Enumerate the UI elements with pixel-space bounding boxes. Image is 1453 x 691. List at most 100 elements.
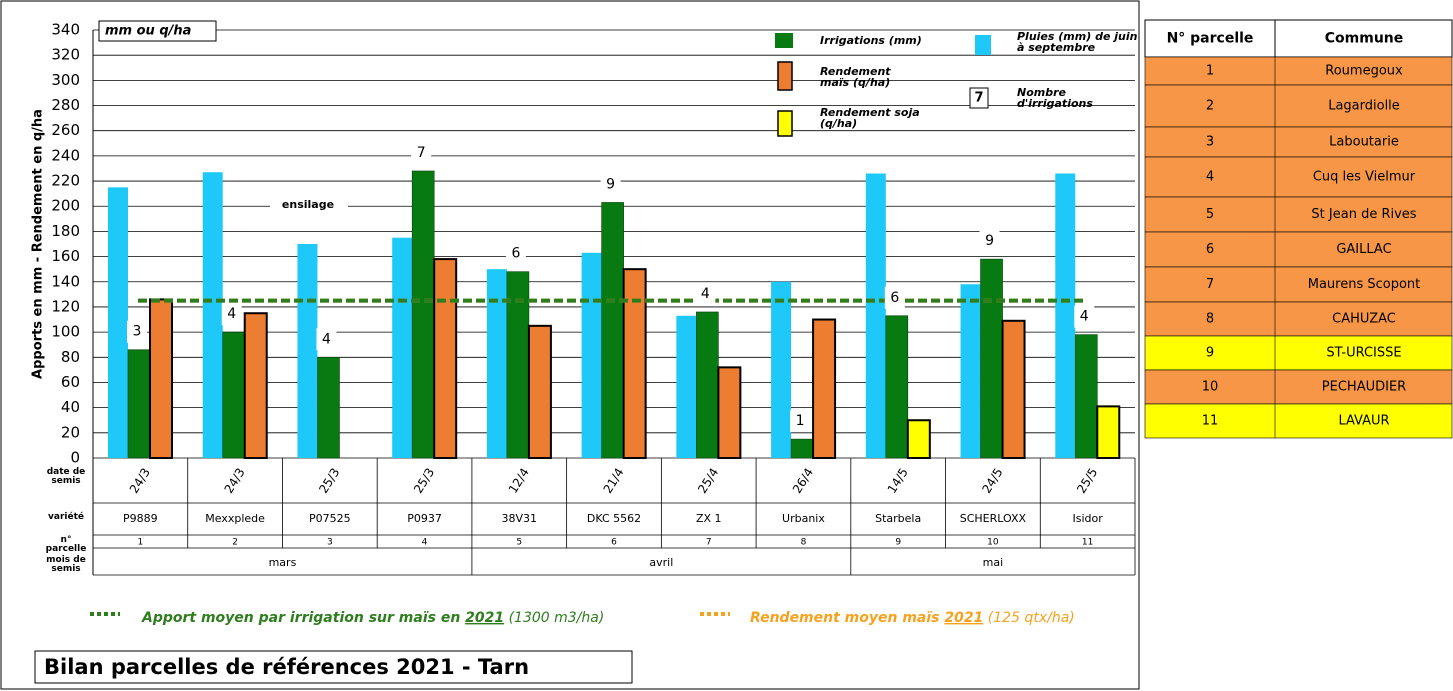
count-label-bg: [505, 242, 526, 265]
table-cell: 10: [1202, 380, 1219, 395]
reference-label-part: (125 qtx/ha): [983, 610, 1074, 626]
legend-label: Irrigations (mm): [820, 34, 922, 47]
count-label: 3: [133, 324, 142, 340]
parcelle-number: 4: [422, 538, 428, 548]
table-cell: CAHUZAC: [1332, 312, 1396, 327]
bar: [696, 311, 719, 459]
legend-swatch: [975, 35, 991, 55]
unit-note: mm ou q/ha: [105, 24, 191, 39]
bar: [622, 268, 647, 460]
table-cell: 5: [1206, 207, 1214, 222]
table-row-bg: [1144, 335, 1453, 371]
y-tick-label: 180: [51, 222, 80, 240]
row-label: date de semis: [46, 467, 86, 486]
x-tick-label: ZX 1: [696, 512, 722, 525]
annotation: ensilage: [282, 198, 334, 211]
legend-swatch: [777, 61, 793, 91]
table-cell: 4: [1206, 170, 1214, 185]
table-row-bg: [1144, 126, 1453, 158]
bar: [676, 315, 697, 458]
table-cell: ST-URCISSE: [1326, 346, 1401, 361]
table-row-bg: [1144, 369, 1453, 405]
count-label: 9: [985, 233, 994, 249]
table-cell: GAILLAC: [1336, 242, 1391, 257]
table-row-bg: [1144, 266, 1453, 303]
y-tick-label: 340: [51, 21, 80, 39]
table-header: N° parcelle: [1167, 31, 1254, 47]
bar: [1001, 319, 1026, 459]
table-row-bg: [1144, 196, 1453, 233]
table-row-bg: [1144, 301, 1453, 337]
table-cell: 6: [1206, 242, 1214, 257]
x-tick-label: P0937: [407, 512, 442, 525]
bar: [717, 366, 742, 460]
bar: [392, 237, 413, 458]
y-tick-label: 40: [61, 398, 80, 416]
legend-label: Rendement maïs (q/ha): [820, 65, 891, 89]
count-label: 4: [1080, 309, 1089, 325]
legend-swatch: [775, 33, 793, 48]
reference-label-part: (1300 m3/ha): [504, 610, 604, 626]
bar: [581, 252, 602, 458]
count-label-bg: [1074, 305, 1095, 328]
bar: [202, 172, 223, 458]
x-tick-label: P07525: [309, 512, 351, 525]
sowing-date: 25/4: [695, 466, 721, 496]
sowing-date: 24/3: [222, 466, 248, 496]
bar: [812, 318, 837, 459]
sowing-date: 25/3: [411, 466, 437, 496]
bar: [433, 258, 458, 460]
count-label: 6: [511, 246, 520, 262]
table-cell: 11: [1202, 414, 1219, 429]
y-tick-label: 220: [51, 172, 80, 190]
legend-label: Rendement soja (q/ha): [820, 106, 920, 130]
parcelle-number: 10: [987, 538, 999, 548]
table-cell: Maurens Scopont: [1308, 277, 1421, 292]
table-header-bg: [1144, 19, 1453, 58]
y-tick-label: 0: [70, 449, 80, 467]
reference-label: Rendement moyen maïs 2021 (125 qtx/ha): [750, 610, 1075, 626]
y-tick-label: 300: [51, 71, 80, 89]
count-label-bg: [790, 410, 811, 433]
x-tick-label: 38V31: [502, 512, 538, 525]
month-label: mai: [983, 556, 1004, 569]
bar: [601, 202, 624, 459]
x-tick-label: Isidor: [1072, 512, 1103, 525]
count-label-bg: [127, 320, 147, 343]
month-label: avril: [649, 556, 673, 569]
count-label: 9: [606, 176, 615, 192]
bar: [865, 173, 886, 458]
x-tick-label: SCHERLOXX: [960, 512, 1027, 525]
month-label: mars: [269, 556, 297, 569]
y-tick-label: 140: [51, 272, 80, 290]
y-tick-label: 100: [51, 323, 80, 341]
y-tick-label: 60: [61, 373, 80, 391]
table-cell: Lagardiolle: [1328, 99, 1400, 114]
reference-label-part: 2021: [944, 610, 983, 626]
unit-note-box: [98, 20, 217, 42]
table-header: Commune: [1325, 31, 1404, 47]
count-label-bg: [695, 282, 716, 305]
table-row-bg: [1144, 403, 1453, 439]
bar: [980, 258, 1003, 459]
bar: [960, 284, 981, 458]
bar: [527, 324, 552, 459]
parcelle-number: 3: [327, 538, 333, 548]
table-cell: 2: [1206, 99, 1214, 114]
sowing-date: 25/3: [316, 466, 342, 496]
legend-label: Nombre d'irrigations: [1017, 86, 1093, 110]
bar: [297, 244, 318, 458]
count-label: 1: [796, 413, 805, 429]
x-tick-label: Urbanix: [782, 512, 825, 525]
sowing-date: 24/3: [127, 466, 153, 496]
y-tick-label: 320: [51, 46, 80, 64]
table-cell: PECHAUDIER: [1322, 380, 1406, 395]
reference-label-part: Rendement moyen maïs: [750, 610, 944, 626]
bar: [317, 356, 340, 459]
y-tick-label: 20: [61, 423, 80, 441]
reference-label-part: 2021: [465, 610, 504, 626]
legend-count-box: [969, 87, 989, 109]
count-label-bg: [316, 328, 337, 351]
table-cell: 7: [1206, 277, 1214, 292]
bar: [108, 187, 128, 458]
